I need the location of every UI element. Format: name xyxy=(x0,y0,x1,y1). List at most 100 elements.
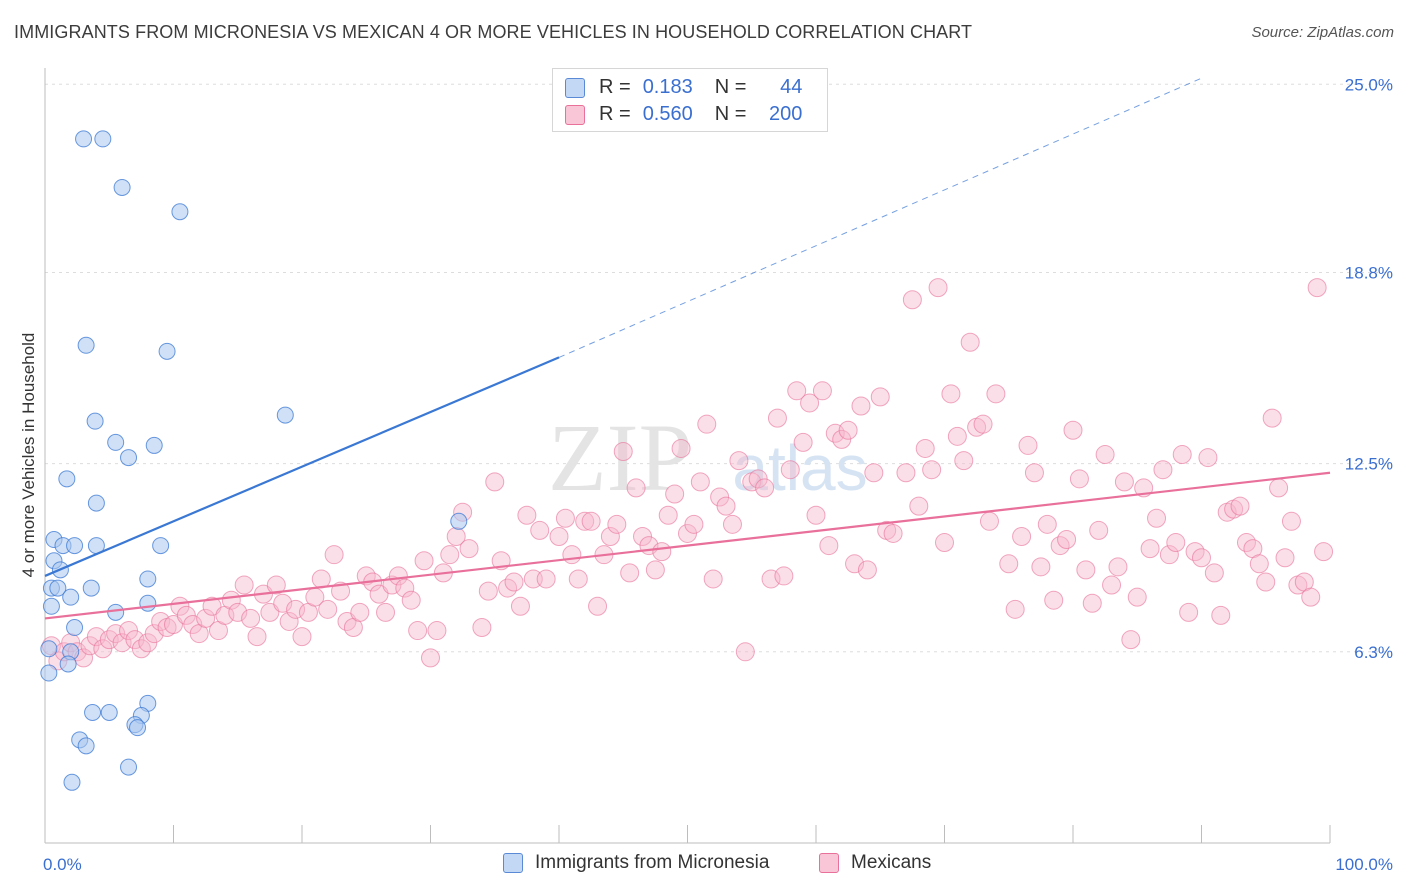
mexicans-point xyxy=(273,593,293,613)
legend-item-micronesia[interactable]: Immigrants from Micronesia xyxy=(503,852,769,874)
mexicans-point xyxy=(922,460,942,480)
mexicans-point xyxy=(780,460,800,480)
x-tick-label: 100.0% xyxy=(1335,855,1393,874)
micronesia-point xyxy=(145,436,163,454)
mexicans-point xyxy=(729,451,749,471)
mexicans-point xyxy=(414,551,434,571)
mexicans-point xyxy=(164,614,183,634)
mexicans-point xyxy=(1102,575,1122,595)
micronesia-point xyxy=(152,537,170,555)
y-tick-labels: 6.3% 12.5% 18.8% 25.0% xyxy=(1345,75,1393,662)
mexicans-point xyxy=(202,596,222,616)
mexicans-point xyxy=(870,387,890,407)
micronesia-point xyxy=(87,494,105,512)
y-tick-label: 12.5% xyxy=(1345,455,1393,474)
trend-lines xyxy=(44,77,1331,620)
mexicans-point xyxy=(228,602,248,622)
legend-swatch-blue xyxy=(503,853,523,873)
mexicans-point xyxy=(1301,587,1321,607)
mexicans-point xyxy=(588,596,608,616)
mexicans-point xyxy=(311,569,331,589)
mexicans-point xyxy=(845,554,865,574)
mexicans-point xyxy=(427,621,447,641)
mexicans-point xyxy=(279,611,299,631)
micronesia-point xyxy=(66,619,84,637)
legend-swatch-pink xyxy=(565,104,585,125)
mexicans-point xyxy=(401,590,421,610)
micronesia-point xyxy=(158,342,176,360)
legend-item-mexicans[interactable]: Mexicans xyxy=(819,852,931,874)
mexicans-point xyxy=(1269,478,1289,498)
mexicans-point xyxy=(909,496,929,516)
mexicans-point xyxy=(896,463,916,483)
mexicans-point xyxy=(1012,526,1032,546)
series-legend: Immigrants from Micronesia Mexicans xyxy=(0,850,1406,880)
mexicans-point xyxy=(1166,533,1186,553)
mexicans-point xyxy=(735,642,755,662)
mexicans-point xyxy=(767,408,787,428)
mexicans-point xyxy=(478,581,498,601)
mexicans-point xyxy=(1082,593,1102,613)
micronesia-point xyxy=(75,130,93,148)
mexicans-point xyxy=(408,621,428,641)
mexicans-point xyxy=(1159,545,1179,565)
mexicans-point xyxy=(652,542,672,562)
micronesia-point xyxy=(450,512,468,530)
mexicans-point xyxy=(626,478,646,498)
mexicans-point xyxy=(241,608,261,628)
micronesia-trend-extension xyxy=(558,77,1202,358)
mexicans-point xyxy=(1057,530,1077,550)
mexicans-point xyxy=(1204,563,1224,583)
mexicans-point xyxy=(1095,445,1115,465)
mexicans-point xyxy=(787,381,807,401)
mexicans-point xyxy=(1307,278,1327,298)
mexicans-point xyxy=(1063,420,1083,440)
mexicans-point xyxy=(973,414,993,434)
micronesia-point xyxy=(107,433,125,451)
mexicans-point xyxy=(1198,448,1218,468)
mexicans-point xyxy=(864,463,884,483)
mexicans-point xyxy=(793,432,813,452)
mexicans-point xyxy=(1076,560,1096,580)
mexicans-point xyxy=(1108,557,1128,577)
mexicans-point xyxy=(1281,511,1301,531)
micronesia-point xyxy=(86,412,104,430)
mexicans-point xyxy=(928,278,948,298)
micronesia-point xyxy=(171,203,189,221)
mexicans-point xyxy=(722,514,742,534)
mexicans-points xyxy=(41,278,1334,671)
mexicans-point xyxy=(324,545,344,565)
mexicans-point xyxy=(812,381,832,401)
mexicans-point xyxy=(960,332,980,352)
axes xyxy=(44,68,1331,844)
mexicans-point xyxy=(851,396,871,416)
mexicans-point xyxy=(645,560,665,580)
mexicans-point xyxy=(510,596,530,616)
legend-r-value: 0.560 xyxy=(642,103,693,125)
mexicans-point xyxy=(1089,520,1109,540)
legend-label: Immigrants from Micronesia xyxy=(535,852,770,873)
mexicans-point xyxy=(318,599,338,619)
mexicans-point xyxy=(549,526,569,546)
mexicans-point xyxy=(1121,630,1141,650)
mexicans-point xyxy=(575,511,595,531)
micronesia-point xyxy=(120,758,138,776)
y-axis-label: 4 or more Vehicles in Household xyxy=(19,333,38,578)
legend-row-mexicans: R = 0.560 N = 200 xyxy=(565,103,802,126)
mexicans-point xyxy=(1249,554,1269,574)
mexicans-point xyxy=(581,511,601,531)
mexicans-point xyxy=(947,426,967,446)
mexicans-trend-line xyxy=(44,471,1331,620)
micronesia-point xyxy=(42,597,60,615)
micronesia-point xyxy=(62,588,80,606)
mexicans-point xyxy=(883,523,903,543)
legend-r-label: R = xyxy=(599,103,631,125)
correlation-legend: R = 0.183 N = 44 R = 0.560 N = 200 xyxy=(552,68,828,132)
mexicans-point xyxy=(388,566,408,586)
mexicans-point xyxy=(671,438,691,458)
micronesia-point xyxy=(40,664,58,682)
mexicans-point xyxy=(774,566,794,586)
micronesia-point xyxy=(49,579,67,597)
micronesia-point xyxy=(77,737,95,755)
mexicans-point xyxy=(196,608,216,628)
